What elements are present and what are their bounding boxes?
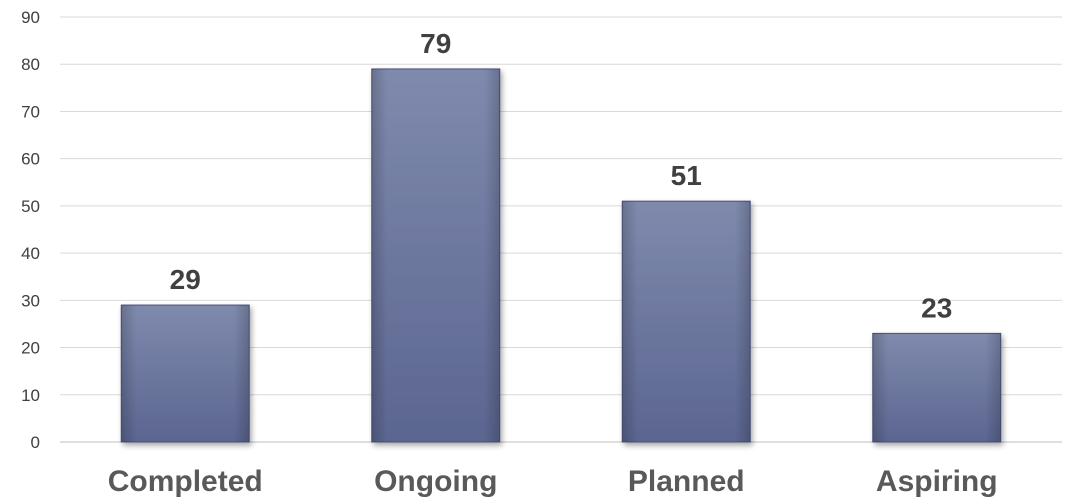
data-label-ongoing: 79 bbox=[420, 28, 451, 59]
bar-bevel bbox=[622, 201, 751, 442]
data-labels: 29 79 51 23 bbox=[170, 28, 953, 323]
x-tick-label-ongoing: Ongoing bbox=[374, 465, 497, 498]
y-tick-label: 50 bbox=[21, 197, 40, 216]
x-tick-label-completed: Completed bbox=[108, 465, 263, 498]
data-label-aspiring: 23 bbox=[921, 292, 952, 323]
y-axis-ticks: 0 10 20 30 40 50 60 70 80 90 bbox=[21, 8, 40, 452]
y-tick-label: 60 bbox=[21, 150, 40, 169]
y-tick-label: 90 bbox=[21, 8, 40, 27]
bar-completed bbox=[120, 304, 250, 443]
y-tick-label: 30 bbox=[21, 291, 40, 310]
y-tick-label: 40 bbox=[21, 244, 40, 263]
y-tick-label: 20 bbox=[21, 339, 40, 358]
bar-bevel bbox=[121, 305, 250, 442]
x-tick-label-planned: Planned bbox=[628, 465, 745, 498]
data-label-planned: 51 bbox=[671, 160, 702, 191]
y-tick-label: 0 bbox=[31, 433, 40, 452]
data-label-completed: 29 bbox=[170, 264, 201, 295]
bar-bevel bbox=[371, 68, 500, 442]
bars bbox=[120, 68, 1002, 443]
y-tick-label: 80 bbox=[21, 55, 40, 74]
x-axis-ticks: Completed Ongoing Planned Aspiring bbox=[108, 465, 998, 498]
bar-bevel bbox=[872, 333, 1001, 442]
y-tick-label: 10 bbox=[21, 386, 40, 405]
bar-ongoing bbox=[371, 68, 501, 443]
bar-planned bbox=[621, 200, 751, 443]
y-tick-label: 70 bbox=[21, 102, 40, 121]
bar-aspiring bbox=[872, 332, 1002, 443]
x-tick-label-aspiring: Aspiring bbox=[876, 465, 998, 498]
